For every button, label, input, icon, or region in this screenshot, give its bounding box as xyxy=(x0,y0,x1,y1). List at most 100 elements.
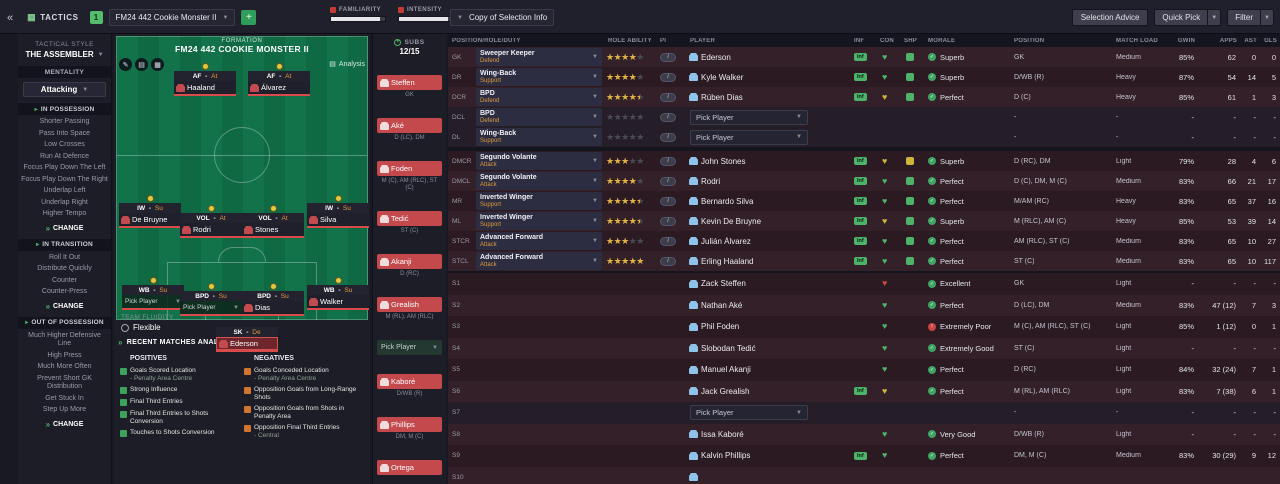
pitch-player[interactable]: WB - Su Pick Player ▼ xyxy=(122,277,184,310)
chevron-down-icon[interactable]: ▼ xyxy=(1207,10,1221,25)
sub-player-button[interactable]: Grealish xyxy=(377,297,442,312)
pitch-player[interactable]: WB - Su Walker xyxy=(307,277,369,310)
role-duty-select[interactable]: Advanced Forward Attack ▼ xyxy=(476,252,602,270)
player-role-badge[interactable]: AF - At xyxy=(174,71,236,81)
filter-button[interactable]: Filter ▼ xyxy=(1227,9,1274,26)
column-header[interactable]: SHP xyxy=(904,37,917,44)
table-row[interactable]: S9 Kalvin Phillips Inf ♥ ✓ Perfect DM, M (C) Me… xyxy=(448,445,1280,467)
grid-icon[interactable]: ▦ xyxy=(151,58,164,71)
quick-pick-button[interactable]: Quick Pick ▼ xyxy=(1154,9,1222,26)
sub-player-button[interactable]: Foden xyxy=(377,161,442,176)
player-role-badge[interactable]: VOL - At xyxy=(180,213,242,223)
player-name-row[interactable]: De Bruyne xyxy=(119,213,181,226)
player-name-row[interactable]: Walker xyxy=(307,295,369,308)
player-role-badge[interactable]: VOL - At xyxy=(242,213,304,223)
player-role-badge[interactable]: IW - Su xyxy=(307,203,369,213)
pick-player-select[interactable]: Pick Player ▼ xyxy=(690,109,808,125)
pitch-player[interactable]: SK - De Ederson xyxy=(216,327,278,352)
edit-icon[interactable]: ✎ xyxy=(119,58,132,71)
pitch-player[interactable]: AF - At Haaland xyxy=(174,63,236,96)
table-row[interactable]: S2 Nathan Aké ♥ ✓ Perfect D (LC), DM Medium 83%… xyxy=(448,294,1280,316)
column-header[interactable]: GLS xyxy=(1264,37,1277,44)
pi-icon[interactable]: i xyxy=(660,176,676,186)
pick-player-select[interactable]: Pick Player ▼ xyxy=(122,295,184,308)
pi-icon[interactable]: i xyxy=(660,216,676,226)
pi-icon[interactable]: i xyxy=(660,52,676,62)
player-role-badge[interactable]: BPD - Su xyxy=(242,291,304,301)
column-header[interactable]: PLAYER xyxy=(690,37,715,44)
column-header[interactable]: MORALE xyxy=(928,37,956,44)
sub-player-button[interactable]: Phillips xyxy=(377,417,442,432)
player-role-badge[interactable]: SK - De xyxy=(216,327,278,337)
table-row[interactable]: S4 Slobodan Tedić ♥ ✓ Extremely Good ST (C) Li… xyxy=(448,337,1280,359)
pi-icon[interactable]: i xyxy=(660,236,676,246)
table-row[interactable]: S3 Phil Foden ♥! Extremely Poor M (C), AM (R… xyxy=(448,316,1280,338)
change-button[interactable]: » CHANGE xyxy=(18,302,111,311)
pick-player-select[interactable]: Pick Player ▼ xyxy=(690,405,808,421)
table-row[interactable]: S10 xyxy=(448,466,1280,484)
role-duty-select[interactable]: Inverted Winger Support ▼ xyxy=(476,212,602,230)
pi-icon[interactable]: i xyxy=(660,72,676,82)
sub-player-button[interactable]: Kaboré xyxy=(377,374,442,389)
role-duty-select[interactable]: Wing-Back Support ▼ xyxy=(476,68,602,86)
back-icon[interactable]: « xyxy=(7,11,14,24)
selection-info-select[interactable]: ▼ Copy of Selection Info xyxy=(450,9,555,26)
formation-select[interactable]: FM24 442 Cookie Monster II ▼ xyxy=(108,9,236,26)
player-role-badge[interactable]: BPD - Su xyxy=(180,291,242,301)
player-role-badge[interactable]: IW - Su xyxy=(119,203,181,213)
role-duty-select[interactable]: BPD Defend ▼ xyxy=(476,108,602,126)
player-role-badge[interactable]: WB - Su xyxy=(307,285,369,295)
table-row[interactable]: S8 Issa Kaboré ♥ ✓ Very Good D/WB (R) Light - - -… xyxy=(448,423,1280,445)
pitch-player[interactable]: VOL - At Rodri xyxy=(180,205,242,238)
pi-icon[interactable]: i xyxy=(660,256,676,266)
role-duty-select[interactable]: Sweeper Keeper Defend ▼ xyxy=(476,48,602,66)
column-header[interactable]: POSITION/ROLE/DUTY xyxy=(452,37,521,44)
player-name-row[interactable]: Ederson xyxy=(216,337,278,350)
column-header[interactable]: MATCH LOAD xyxy=(1116,37,1158,44)
role-duty-select[interactable]: Inverted Winger Support ▼ xyxy=(476,192,602,210)
column-header[interactable]: GWIN xyxy=(1177,37,1195,44)
pi-icon[interactable]: i xyxy=(660,196,676,206)
role-duty-select[interactable]: Advanced Forward Attack ▼ xyxy=(476,232,602,250)
change-button[interactable]: » CHANGE xyxy=(18,420,111,429)
pitch-player[interactable]: BPD - Su Dias xyxy=(242,283,304,316)
pitch-player[interactable]: IW - Su Silva xyxy=(307,195,369,228)
column-header[interactable]: INF xyxy=(854,37,865,44)
player-role-badge[interactable]: WB - Su xyxy=(122,285,184,295)
pitch-player[interactable]: IW - Su De Bruyne xyxy=(119,195,181,228)
chart-icon[interactable]: ▤ xyxy=(135,58,148,71)
table-row[interactable]: S1 Zack Steffen ♥ ✓ Excellent GK Light - - - - xyxy=(448,273,1280,295)
chevron-down-icon[interactable]: ▼ xyxy=(1260,10,1273,25)
sub-player-button[interactable]: Akanji xyxy=(377,254,442,269)
sub-player-button[interactable]: Tedić xyxy=(377,211,442,226)
role-duty-select[interactable]: Wing-Back Support ▼ xyxy=(476,128,602,146)
pick-player-select[interactable]: Pick Player ▼ xyxy=(690,129,808,145)
selection-advice-button[interactable]: Selection Advice xyxy=(1071,9,1149,26)
player-name-row[interactable]: Silva xyxy=(307,213,369,226)
player-name-row[interactable]: Stones xyxy=(242,223,304,236)
role-duty-select[interactable]: Segundo Volante Attack ▼ xyxy=(476,152,602,170)
player-name-row[interactable]: Álvarez xyxy=(248,81,310,94)
column-header[interactable]: ROLE ABILITY xyxy=(608,37,652,44)
mentality-select[interactable]: Attacking ▼ xyxy=(23,82,106,97)
column-header[interactable]: CON xyxy=(880,37,894,44)
player-name-row[interactable]: Haaland xyxy=(174,81,236,94)
table-row[interactable]: S7 Pick Player ▼ - - - - - - xyxy=(448,402,1280,424)
pitch-player[interactable]: AF - At Álvarez xyxy=(248,63,310,96)
column-header[interactable]: AST xyxy=(1244,37,1257,44)
role-duty-select[interactable]: BPD Defend ▼ xyxy=(476,88,602,106)
table-row[interactable]: S6 Jack Grealish Inf ♥ ✓ Perfect M (RL), AM (R… xyxy=(448,380,1280,402)
pi-icon[interactable]: i xyxy=(660,112,676,122)
pitch-player[interactable]: VOL - At Stones xyxy=(242,205,304,238)
table-row[interactable]: STCL Advanced Forward Attack ▼ ★★★★★ ★★★★★ i Er… xyxy=(448,251,1280,271)
sub-player-button[interactable]: Ortega xyxy=(377,460,442,475)
